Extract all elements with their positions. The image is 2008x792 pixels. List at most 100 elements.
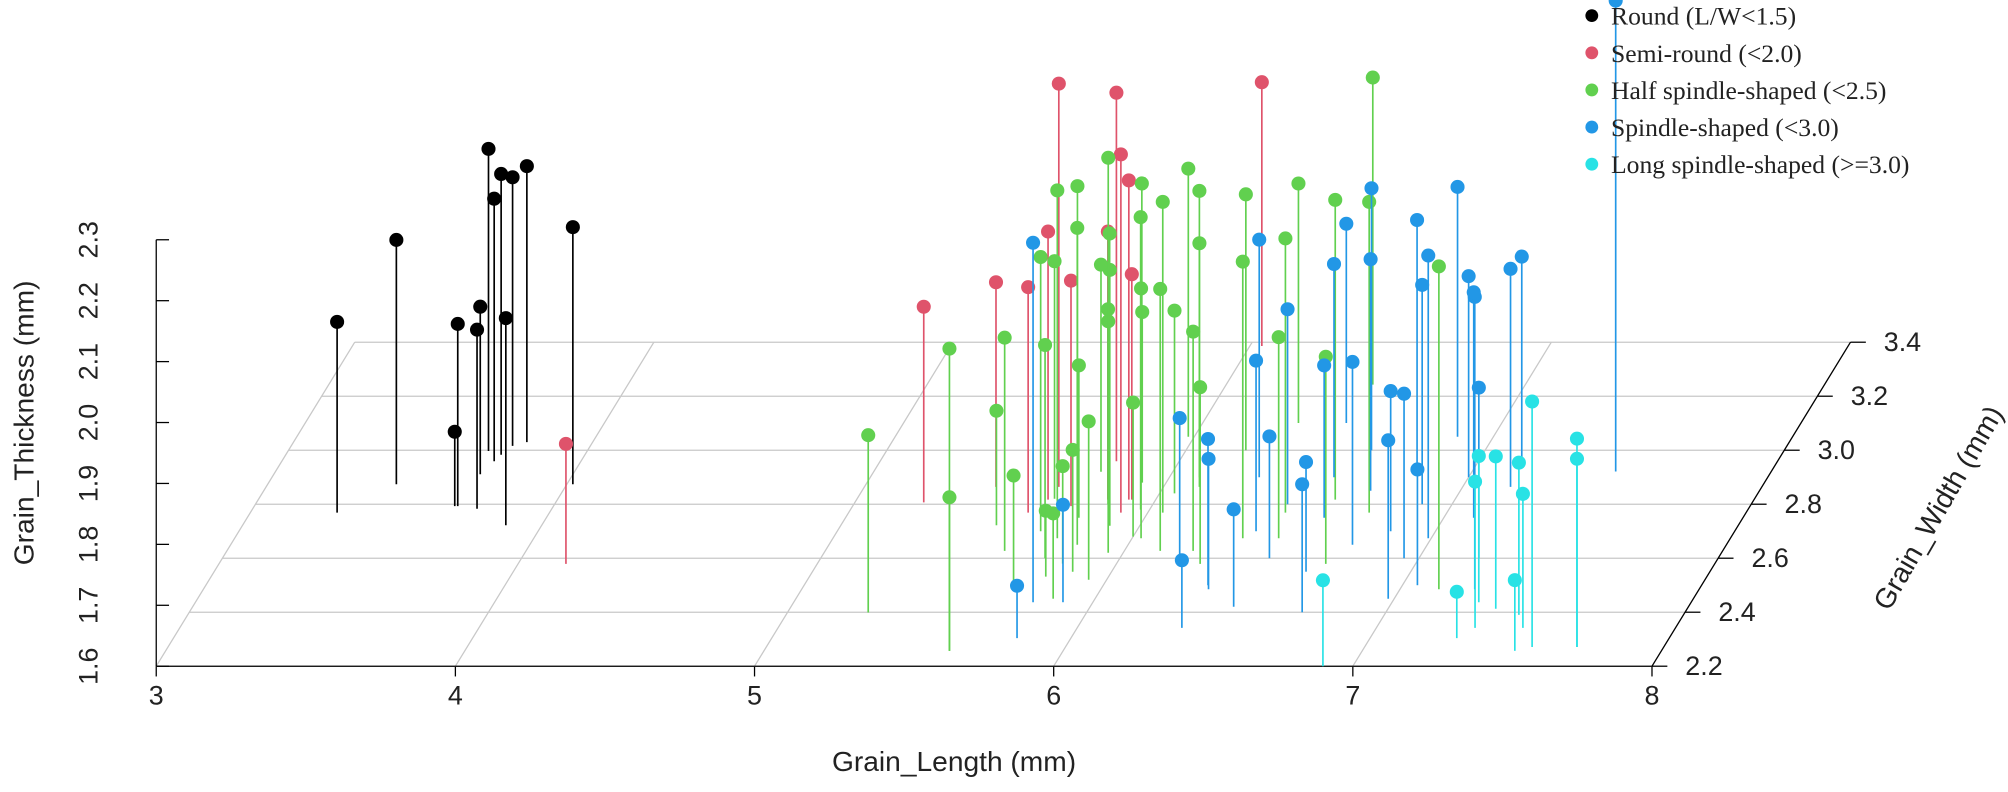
point (1181, 161, 1196, 176)
point (1317, 358, 1332, 373)
point (1026, 235, 1041, 250)
y-axis-title: Grain_Width (mm) (1867, 400, 2008, 615)
point (1172, 411, 1187, 426)
point (988, 275, 1004, 290)
point (997, 330, 1012, 345)
point (389, 232, 404, 247)
point (1383, 384, 1398, 399)
z-tick-label: 1.8 (73, 526, 103, 563)
point (1033, 250, 1048, 265)
point (1471, 380, 1486, 395)
point (1511, 455, 1526, 470)
point (1167, 303, 1182, 318)
x-tick-label: 6 (1046, 681, 1061, 711)
point (1041, 224, 1056, 239)
point (1503, 261, 1518, 276)
point (1010, 578, 1025, 593)
point (1471, 448, 1486, 464)
point (1063, 273, 1079, 288)
point (473, 299, 488, 314)
point (861, 428, 876, 443)
point (1101, 150, 1116, 165)
point (1291, 176, 1306, 191)
y-tick-label: 3.4 (1884, 327, 1921, 357)
point (1249, 353, 1264, 368)
legend-marker (1585, 9, 1599, 23)
point (481, 141, 496, 156)
point (1055, 497, 1071, 512)
point (1113, 147, 1128, 162)
point (1155, 194, 1170, 209)
point (1174, 553, 1189, 568)
point (1050, 183, 1065, 198)
point (1153, 281, 1168, 297)
point (1038, 337, 1053, 353)
y-tick-label: 2.8 (1785, 489, 1822, 519)
point (1051, 76, 1066, 91)
point (1252, 232, 1267, 247)
legend-marker (1585, 46, 1599, 60)
point (1461, 269, 1476, 284)
point (558, 436, 573, 451)
point (1271, 330, 1286, 345)
x-tick-label: 4 (448, 681, 463, 711)
point (1262, 429, 1277, 444)
point (450, 316, 465, 331)
point (1415, 277, 1430, 292)
point (1365, 70, 1380, 85)
legend-marker (1585, 120, 1599, 134)
point (1055, 459, 1070, 474)
y-tick-label: 3.2 (1851, 381, 1888, 411)
point (1186, 324, 1201, 339)
z-tick-label: 2.2 (73, 282, 103, 319)
legend-marker (1585, 157, 1599, 171)
point (1381, 433, 1396, 448)
point (1126, 395, 1141, 410)
legend-label: Half spindle-shaped (<2.5) (1611, 76, 1886, 105)
point (1046, 506, 1061, 521)
point (1047, 254, 1062, 269)
point (1200, 431, 1216, 447)
point (916, 299, 931, 314)
point (1507, 573, 1522, 588)
point (1328, 192, 1343, 207)
z-tick-label: 2.3 (73, 221, 103, 258)
point (1278, 231, 1293, 246)
z-tick-label: 2.1 (73, 343, 103, 380)
point (1514, 249, 1529, 264)
point (505, 170, 520, 185)
point (1326, 256, 1342, 272)
point (1449, 584, 1464, 599)
x-tick-label: 3 (149, 681, 164, 711)
point (1065, 442, 1080, 457)
point (942, 341, 957, 356)
z-tick-label: 1.9 (73, 465, 103, 502)
point (1280, 302, 1295, 317)
point (989, 403, 1004, 418)
legend-label: Long spindle-shaped (>=3.0) (1611, 150, 1909, 179)
point (1515, 486, 1530, 501)
point (1488, 449, 1503, 464)
point (1071, 358, 1086, 373)
point (1345, 354, 1360, 369)
z-tick-label: 1.7 (73, 587, 103, 624)
point (494, 166, 509, 182)
legend-marker (1585, 83, 1599, 97)
point (1525, 394, 1540, 409)
point (1134, 176, 1149, 191)
point (1124, 267, 1139, 282)
point (1410, 462, 1425, 477)
point (1081, 414, 1096, 429)
point (1397, 386, 1412, 401)
point (1238, 187, 1253, 202)
legend-label: Spindle-shaped (<3.0) (1611, 113, 1839, 142)
point (1093, 257, 1109, 272)
point (1109, 85, 1124, 100)
point (519, 159, 534, 174)
point (1364, 181, 1379, 196)
z-tick-label: 2.0 (73, 404, 103, 441)
y-tick-label: 3.0 (1818, 435, 1855, 465)
x-tick-label: 7 (1345, 681, 1360, 711)
point (1298, 455, 1314, 470)
